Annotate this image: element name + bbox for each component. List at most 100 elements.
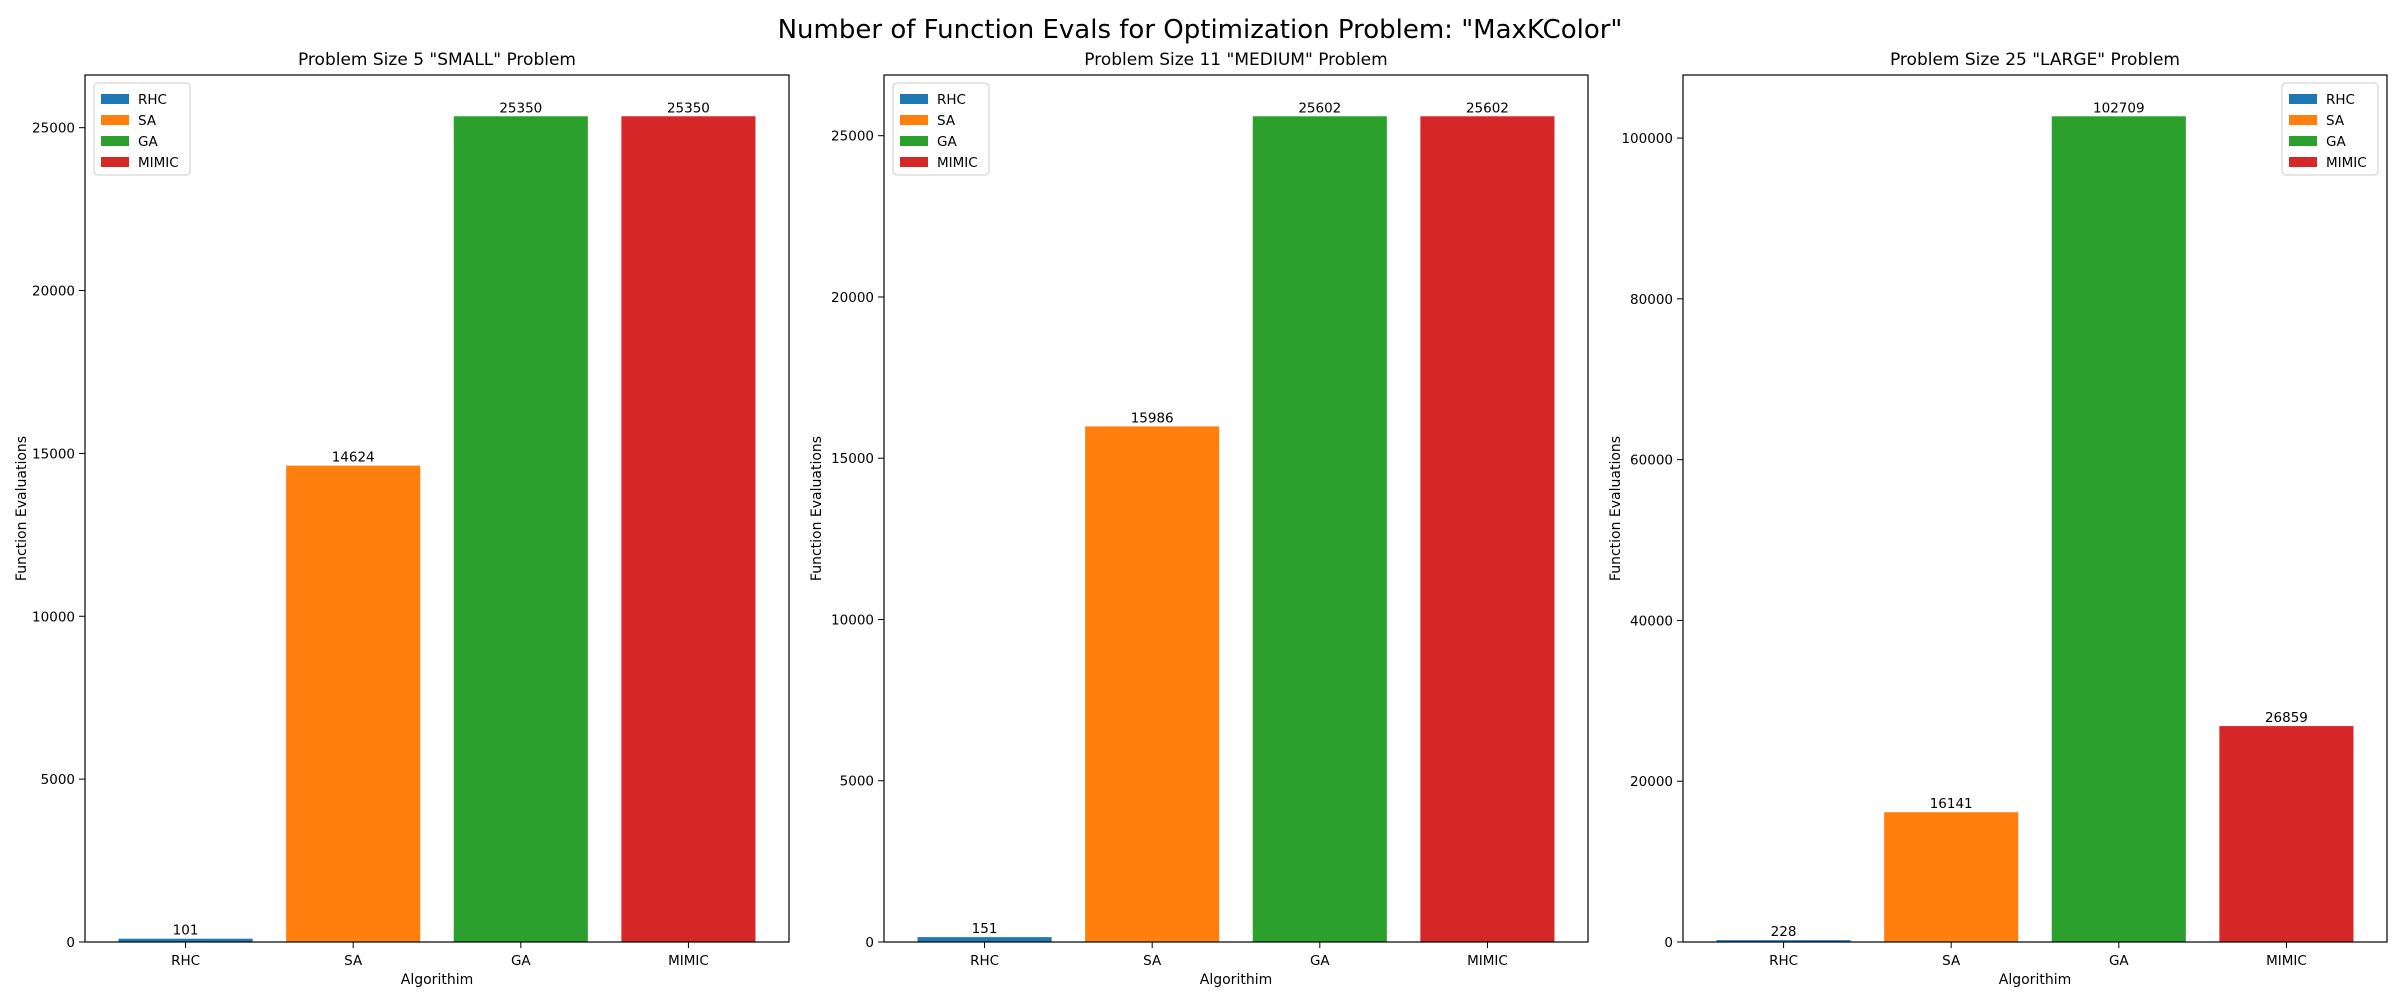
chart-title: Problem Size 25 "LARGE" Problem [1890,50,2180,70]
y-tick-label: 100000 [1621,131,1673,147]
x-tick-label-rhc: RHC [171,953,200,969]
y-tick-label: 10000 [831,612,874,628]
legend-swatch-mimic [900,157,928,167]
legend-label-ga: GA [2326,134,2346,150]
legend-label-rhc: RHC [2326,92,2355,108]
y-tick-label: 0 [66,935,75,951]
legend-swatch-ga [900,136,928,146]
legend: RHC SA GA MIMIC [93,82,191,176]
x-tick-label-rhc: RHC [970,953,999,969]
data-label-ga: 25350 [499,100,542,116]
x-tick-label-ga: GA [511,953,531,969]
legend-swatch-ga [2289,136,2317,146]
legend-label-sa: SA [2326,113,2345,129]
legend-box [93,82,191,176]
bar-mimic [2219,726,2354,942]
legend-swatch-rhc [2289,94,2317,104]
data-label-ga: 102709 [2093,100,2145,116]
y-tick-label: 10000 [32,609,75,625]
figure-title: Number of Function Evals for Optimizatio… [778,15,1623,45]
y-tick-label: 5000 [840,774,874,790]
bar-sa [1085,426,1220,943]
data-label-mimic: 25602 [1466,100,1509,116]
bar-rhc [118,938,253,942]
x-axis-label: Algorithim [401,972,473,988]
legend-label-mimic: MIMIC [2326,155,2367,171]
bar-sa [286,465,421,942]
legend-label-rhc: RHC [937,92,966,108]
x-tick-label-mimic: MIMIC [2266,953,2307,969]
legend: RHC SA GA MIMIC [892,82,990,176]
data-label-rhc: 101 [173,923,199,939]
y-tick-label: 15000 [831,451,874,467]
data-label-rhc: 228 [1771,924,1797,940]
y-tick-label: 25000 [831,129,874,145]
x-tick-label-mimic: MIMIC [1467,953,1508,969]
y-tick-label: 5000 [41,772,75,788]
y-tick-label: 60000 [1630,453,1673,469]
data-label-ga: 25602 [1298,100,1341,116]
chart-panel-1: 101 14624 25350 25350 RHC SA GA MIMIC 0 5000 10000… [14,50,790,988]
legend-swatch-mimic [101,157,129,167]
legend-label-ga: GA [937,134,957,150]
x-tick-label-sa: SA [344,953,363,969]
data-label-rhc: 151 [972,921,998,937]
y-axis-label: Function Evaluations [14,436,30,581]
bar-ga [1252,116,1387,942]
y-tick-label: 25000 [32,121,75,137]
chart-panel-2: 151 15986 25602 25602 RHC SA GA MIMIC 0 5000 10000… [809,50,1589,988]
legend-swatch-rhc [900,94,928,104]
chart-panel-3: 228 16141 102709 26859 RHC SA GA MIMIC 0 20000 400… [1608,50,2388,988]
legend-swatch-rhc [101,94,129,104]
plot-frame [883,74,1589,943]
bar-sa [1884,812,2019,942]
x-tick-label-ga: GA [1310,953,1330,969]
data-label-sa: 16141 [1930,796,1973,812]
y-tick-label: 15000 [32,446,75,462]
legend-swatch-ga [101,136,129,146]
y-tick-label: 80000 [1630,292,1673,308]
legend-swatch-mimic [2289,157,2317,167]
bar-ga [2051,116,2186,942]
y-tick-label: 0 [1664,935,1673,951]
legend: RHC SA GA MIMIC [2281,82,2379,176]
x-tick-label-sa: SA [1942,953,1961,969]
plot-frame [84,74,790,943]
y-tick-label: 40000 [1630,613,1673,629]
x-axis-label: Algorithim [1999,972,2071,988]
data-label-mimic: 26859 [2265,710,2308,726]
bar-mimic [1420,116,1555,942]
chart-title: Problem Size 5 "SMALL" Problem [298,50,576,70]
y-axis-label: Function Evaluations [1608,436,1624,581]
data-label-mimic: 25350 [667,100,710,116]
x-tick-label-sa: SA [1143,953,1162,969]
legend-label-ga: GA [138,134,158,150]
data-label-sa: 14624 [332,450,375,466]
chart-panels: 101 14624 25350 25350 RHC SA GA MIMIC 0 5000 10000… [14,50,2388,988]
legend-label-sa: SA [937,113,956,129]
legend-swatch-sa [2289,115,2317,125]
legend-swatch-sa [101,115,129,125]
bar-rhc [917,937,1052,942]
x-tick-label-mimic: MIMIC [668,953,709,969]
y-tick-label: 0 [865,935,874,951]
legend-box [2281,82,2379,176]
bar-rhc [1716,940,1851,942]
y-tick-label: 20000 [1630,774,1673,790]
plot-frame [1682,74,2388,943]
data-label-sa: 15986 [1131,410,1174,426]
y-axis-label: Function Evaluations [809,436,825,581]
y-tick-label: 20000 [32,284,75,300]
legend-label-mimic: MIMIC [138,155,179,171]
bar-ga [453,116,588,942]
legend-label-sa: SA [138,113,157,129]
x-axis-label: Algorithim [1200,972,1272,988]
bar-mimic [621,116,756,942]
y-tick-label: 20000 [831,290,874,306]
x-tick-label-rhc: RHC [1769,953,1798,969]
legend-box [892,82,990,176]
x-tick-label-ga: GA [2109,953,2129,969]
legend-label-rhc: RHC [138,92,167,108]
legend-swatch-sa [900,115,928,125]
